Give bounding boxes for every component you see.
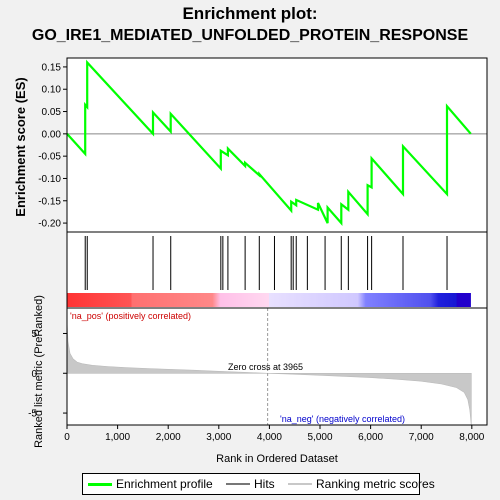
legend-swatch-hits (226, 483, 250, 485)
plot-title-line2: GO_IRE1_MEDIATED_UNFOLDED_PROTEIN_RESPON… (31, 27, 469, 44)
es-ytick-label: -0.10 (38, 174, 61, 185)
legend-swatch-es (88, 482, 112, 486)
panel-border-3 (66, 307, 488, 426)
rank-xtick-label: 7,000 (409, 432, 434, 443)
es-ylabel: Enrichment score (ES) (13, 77, 28, 216)
heat-strip-end (456, 293, 471, 307)
rank-xtick-label: 4,000 (257, 432, 282, 443)
es-ytick-label: -0.20 (38, 219, 61, 230)
es-ytick-label: -0.15 (38, 196, 61, 207)
rank-ytick-label: 5 (31, 329, 37, 340)
pos-correlated-label: 'na_pos' (positively correlated) (70, 311, 191, 321)
es-ytick-label: -0.05 (38, 152, 61, 163)
panel-bg-3 (67, 308, 487, 425)
legend-label-es: Enrichment profile (116, 477, 213, 491)
legend-item-ranking: Ranking metric scores (288, 477, 435, 491)
es-ytick-label: 0.10 (42, 85, 62, 96)
es-ytick-label: 0.15 (42, 62, 62, 73)
panel-bg-1 (67, 58, 487, 232)
es-line (66, 59, 472, 227)
ranking-area (66, 320, 472, 426)
rank-xtick-label: 3,000 (206, 432, 231, 443)
legend-item-hits: Hits (226, 477, 275, 491)
rank-xtick-label: 0 (64, 432, 70, 443)
es-ytick-label: 0.05 (42, 107, 62, 118)
neg-correlated-label: 'na_neg' (negatively correlated) (280, 414, 405, 424)
legend-item-enrichment-profile: Enrichment profile (88, 477, 213, 491)
legend-label-ranking: Ranking metric scores (316, 477, 435, 491)
rank-xtick-label: 6,000 (358, 432, 383, 443)
heat-strip (67, 293, 471, 307)
legend-swatch-ranking (288, 483, 312, 485)
rank-xtick-label: 2,000 (156, 432, 181, 443)
rank-ytick-label: -5 (28, 409, 37, 420)
plot-title-line1: Enrichment plot: (182, 4, 318, 23)
zero-cross-label: Zero cross at 3965 (228, 362, 303, 372)
rank-xlabel: Rank in Ordered Dataset (216, 453, 338, 465)
rank-ytick-label: 0 (31, 369, 37, 380)
rank-xtick-label: 8,000 (459, 432, 484, 443)
rank-xtick-label: 1,000 (105, 432, 130, 443)
rank-xtick-label: 5,000 (307, 432, 332, 443)
es-ytick-label: 0.00 (42, 129, 62, 140)
legend: Enrichment profile Hits Ranking metric s… (82, 473, 435, 495)
legend-label-hits: Hits (254, 477, 275, 491)
rank-ylabel: Ranked list metric (PreRanked) (33, 295, 45, 448)
